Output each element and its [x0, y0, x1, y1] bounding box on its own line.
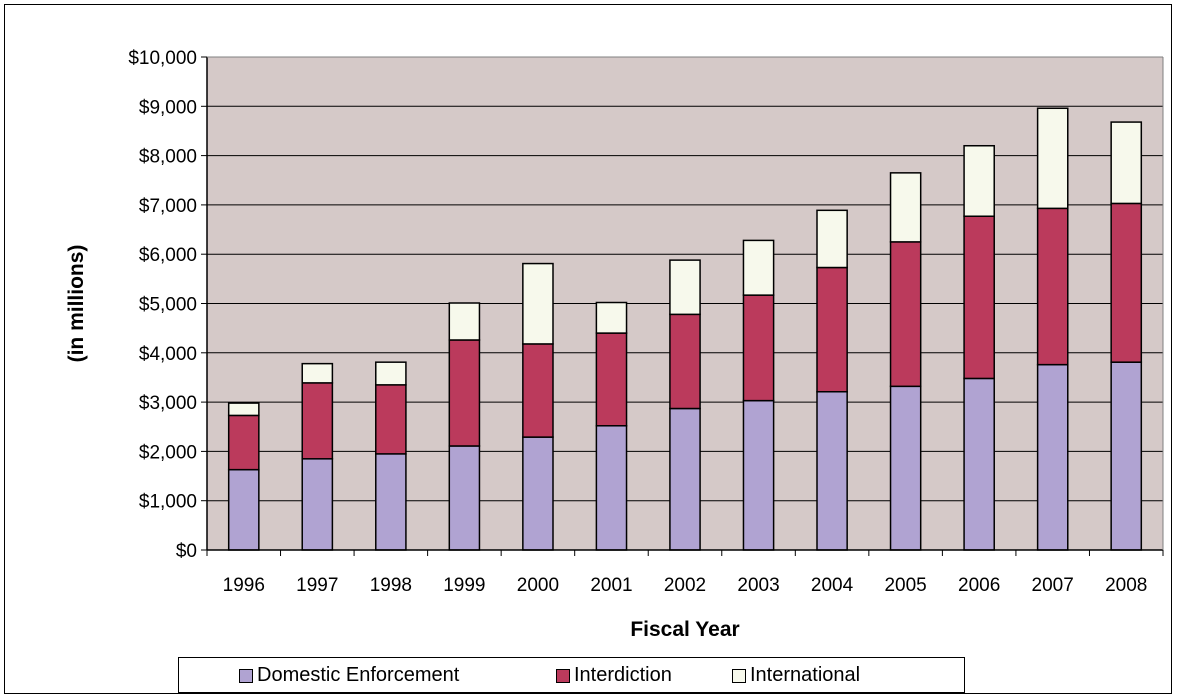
bar-domestic-enforcement-2004	[816, 390, 848, 551]
bar-interdiction-2000	[522, 343, 554, 438]
y-tick-label: $10,000	[128, 48, 197, 69]
x-tick-label: 2003	[737, 575, 779, 596]
x-tick-label: 2000	[517, 575, 559, 596]
bars	[227, 107, 1143, 551]
bar-international-2001	[595, 301, 628, 334]
legend-item-domestic-enforcement: Domestic Enforcement	[239, 664, 459, 687]
bar-international-2007	[1036, 107, 1069, 210]
x-tick-label: 1998	[370, 575, 412, 596]
y-tick-label: $6,000	[139, 245, 197, 266]
legend-label-domestic-enforcement: Domestic Enforcement	[257, 664, 460, 686]
y-tick-label: $0	[176, 541, 197, 562]
bar-interdiction-2006	[963, 215, 995, 380]
bar-interdiction-2003	[742, 294, 775, 402]
x-tick-labels: 1996 1997 1998 1999 2000 2001 2002 2003 2004 2005…	[206, 550, 1164, 596]
x-tick-label: 2006	[958, 575, 1000, 596]
y-tick-label: $7,000	[139, 196, 197, 217]
bar-interdiction-1999	[448, 339, 481, 447]
x-tick-label: 2007	[1032, 575, 1074, 596]
bar-international-2008	[1110, 121, 1143, 205]
legend-swatch-international	[732, 668, 746, 683]
bar-international-1999	[448, 302, 481, 341]
chart-frame: $0 $1,000 $2,000 $3,000 $4,000 $5,000 $6,000 $7…	[4, 4, 1172, 694]
bar-domestic-enforcement-2005	[889, 385, 922, 551]
bar-interdiction-2008	[1110, 202, 1143, 363]
legend-item-international: International	[732, 664, 860, 687]
bar-international-2002	[669, 259, 701, 316]
bar-international-1996	[227, 402, 260, 417]
bar-domestic-enforcement-2001	[595, 425, 628, 551]
bar-interdiction-1998	[375, 384, 407, 455]
bar-international-1997	[301, 362, 334, 384]
bar-interdiction-1997	[301, 382, 334, 460]
bar-international-2000	[522, 262, 554, 345]
legend-label-interdiction: Interdiction	[574, 664, 672, 686]
stacked-bar-chart: $0 $1,000 $2,000 $3,000 $4,000 $5,000 $6,000 $7…	[65, 48, 1164, 641]
legend-swatch-domestic-enforcement	[239, 668, 253, 683]
bar-interdiction-2005	[889, 241, 922, 388]
y-tick-label: $1,000	[139, 492, 197, 513]
bar-domestic-enforcement-1996	[227, 468, 260, 551]
bar-domestic-enforcement-1999	[448, 445, 481, 551]
legend-item-interdiction: Interdiction	[556, 664, 672, 687]
x-tick-label: 2004	[811, 575, 854, 596]
bar-domestic-enforcement-2003	[742, 399, 775, 551]
bar-international-2005	[889, 172, 922, 243]
x-tick-label: 2002	[664, 575, 706, 596]
bar-international-2004	[816, 209, 848, 269]
bar-interdiction-2002	[669, 313, 701, 410]
x-tick-label: 2008	[1105, 575, 1147, 596]
bar-domestic-enforcement-2007	[1036, 363, 1069, 551]
y-tick-label: $5,000	[139, 295, 197, 316]
y-tick-label: $3,000	[139, 393, 197, 414]
legend: Domestic Enforcement Interdiction Intern…	[178, 657, 965, 693]
y-tick-label: $2,000	[139, 442, 197, 463]
y-tick-label: $4,000	[139, 344, 197, 365]
bar-domestic-enforcement-2006	[963, 377, 995, 551]
bar-interdiction-2007	[1036, 207, 1069, 366]
bar-domestic-enforcement-1997	[301, 458, 334, 551]
bar-international-1998	[375, 361, 407, 386]
x-tick-label: 2001	[590, 575, 632, 596]
y-tick-label: $9,000	[139, 97, 197, 118]
legend-label-international: International	[750, 664, 861, 686]
bar-interdiction-2001	[595, 332, 628, 427]
bar-interdiction-1996	[227, 414, 260, 471]
bar-international-2006	[963, 144, 995, 217]
x-tick-label: 1997	[296, 575, 338, 596]
bar-interdiction-2004	[816, 266, 848, 393]
x-tick-label: 1999	[443, 575, 485, 596]
bar-domestic-enforcement-2008	[1110, 361, 1143, 551]
x-tick-label: 2005	[884, 575, 926, 596]
y-tick-label: $8,000	[139, 147, 197, 168]
bar-domestic-enforcement-2000	[522, 436, 554, 551]
y-axis-title: (in millions)	[65, 245, 88, 363]
x-axis-title: Fiscal Year	[630, 618, 739, 641]
bar-international-2003	[742, 239, 775, 296]
legend-swatch-interdiction	[556, 668, 570, 683]
bar-domestic-enforcement-2002	[669, 407, 701, 551]
x-tick-label: 1996	[223, 575, 265, 596]
bar-domestic-enforcement-1998	[375, 453, 407, 551]
y-tick-labels: $0 $1,000 $2,000 $3,000 $4,000 $5,000 $6,000 $7…	[128, 48, 207, 562]
